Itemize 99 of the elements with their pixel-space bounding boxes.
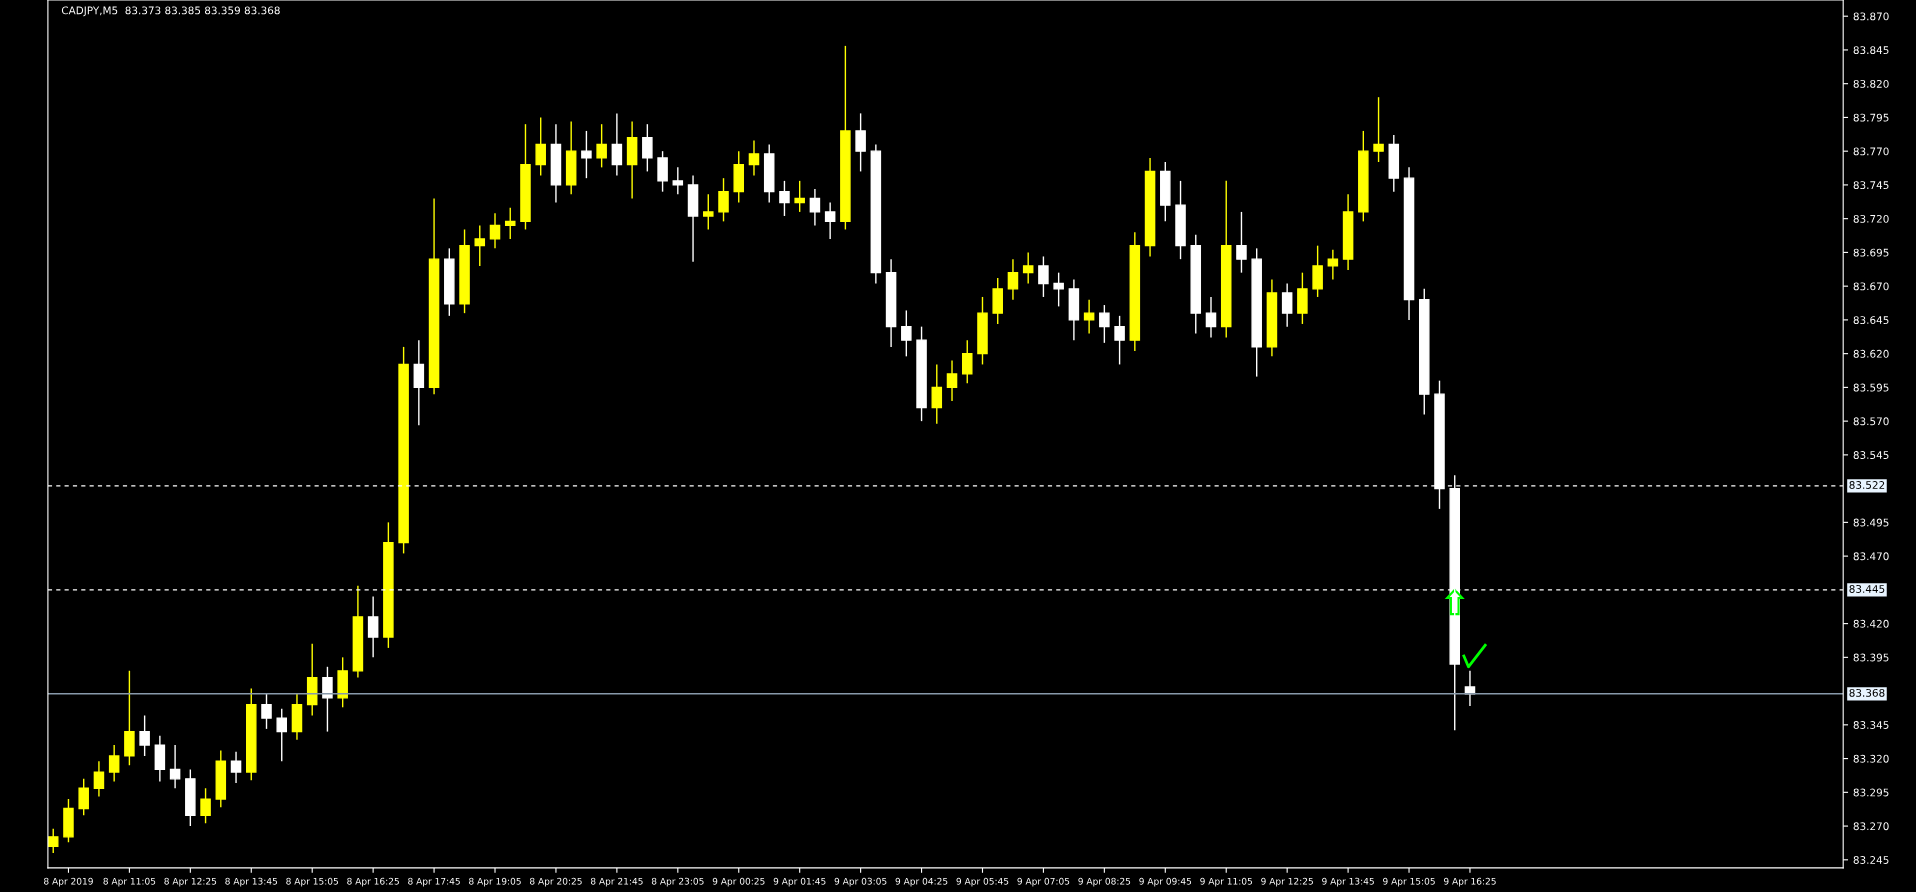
x-tick-label: 9 Apr 03:05 xyxy=(834,877,887,887)
x-tick-label: 8 Apr 16:25 xyxy=(347,877,399,887)
x-tick-label: 9 Apr 00:25 xyxy=(712,877,765,887)
x-tick-label: 9 Apr 12:25 xyxy=(1261,877,1313,887)
candlestick xyxy=(1099,304,1110,344)
candlestick xyxy=(520,123,531,231)
x-tick-label: 9 Apr 08:25 xyxy=(1078,877,1131,887)
candlestick xyxy=(63,798,74,843)
y-tick-label: 83.770 xyxy=(1853,147,1889,156)
x-tick-label: 9 Apr 04:25 xyxy=(895,877,948,887)
candlestick xyxy=(200,787,211,825)
candlestick xyxy=(1160,161,1171,223)
x-tick-label: 8 Apr 2019 xyxy=(44,877,93,887)
candlestick xyxy=(124,670,135,767)
y-tick-label: 83.495 xyxy=(1853,518,1889,527)
candlestick xyxy=(1236,211,1247,274)
y-tick-label: 83.245 xyxy=(1853,856,1889,864)
y-tick-label: 83.295 xyxy=(1853,788,1889,797)
y-tick-label: 83.470 xyxy=(1853,552,1889,561)
y-tick-label: 83.545 xyxy=(1853,451,1889,459)
y-tick-label: 83.670 xyxy=(1853,282,1889,291)
candlestick xyxy=(1053,271,1064,308)
y-tick-label: 83.345 xyxy=(1853,721,1889,729)
candlestick xyxy=(1190,234,1202,335)
y-tick-label: 83.395 xyxy=(1853,653,1889,662)
candlestick xyxy=(642,123,653,173)
y-tick-label: 83.645 xyxy=(1853,316,1889,325)
candlestick xyxy=(901,309,912,358)
candlestick xyxy=(504,207,516,240)
candlestick xyxy=(444,247,455,317)
candlestick xyxy=(1419,288,1430,416)
x-tick-label: 8 Apr 15:05 xyxy=(286,877,338,887)
candlestick xyxy=(1373,96,1384,163)
ref-line-label: 83.445 xyxy=(1849,585,1885,593)
y-tick-label: 83.845 xyxy=(1853,46,1889,55)
y-tick-label: 83.420 xyxy=(1853,619,1889,628)
candlestick xyxy=(718,177,729,223)
y-tick-label: 83.270 xyxy=(1853,822,1889,831)
x-tick-label: 8 Apr 12:25 xyxy=(164,877,217,887)
candlestick xyxy=(840,45,851,231)
candlestick xyxy=(596,123,607,169)
x-tick-label: 8 Apr 11:05 xyxy=(103,877,156,887)
candlestick xyxy=(794,180,805,213)
x-tick-label: 9 Apr 11:05 xyxy=(1200,877,1252,887)
y-tick-label: 83.620 xyxy=(1853,349,1889,358)
candlestick xyxy=(1175,180,1186,260)
candlestick xyxy=(1251,247,1262,378)
candlestick xyxy=(977,296,988,366)
candlestick xyxy=(322,666,333,733)
candlestick xyxy=(1358,130,1369,223)
candlestick xyxy=(276,707,288,762)
x-tick-label: 8 Apr 13:45 xyxy=(225,877,278,887)
candlestick xyxy=(398,346,409,555)
candlestick xyxy=(992,277,1003,325)
candlestick xyxy=(1114,315,1125,366)
x-tick-label: 9 Apr 15:05 xyxy=(1383,877,1435,887)
x-tick-label: 8 Apr 17:45 xyxy=(408,877,460,887)
candlestick xyxy=(337,656,348,708)
candlestick xyxy=(581,130,592,179)
candlestick xyxy=(1312,244,1323,298)
candlestick xyxy=(1038,255,1049,298)
candlestick xyxy=(657,150,668,193)
y-tick-label: 83.570 xyxy=(1853,417,1889,426)
y-tick-label: 83.820 xyxy=(1853,79,1889,88)
y-tick-label: 83.720 xyxy=(1853,214,1889,223)
x-tick-label: 9 Apr 01:45 xyxy=(773,877,826,887)
candlestick xyxy=(855,112,866,173)
candlestick xyxy=(261,693,272,730)
y-tick-label: 83.320 xyxy=(1853,754,1889,763)
candlestick xyxy=(916,325,927,422)
y-tick-label: 83.795 xyxy=(1853,113,1889,122)
x-tick-label: 8 Apr 21:45 xyxy=(590,877,643,887)
x-tick-label: 8 Apr 19:05 xyxy=(469,877,521,887)
x-tick-label: 9 Apr 09:45 xyxy=(1139,877,1192,887)
candlestick xyxy=(78,778,89,816)
candlestick xyxy=(246,687,257,781)
candlestick xyxy=(139,714,150,757)
candlestick xyxy=(703,193,714,231)
ref-line-label: 83.522 xyxy=(1849,481,1885,489)
text: CADJPY,M5 83.373 83.385 83.359 83.368 xyxy=(61,6,280,17)
x-tick-label: 9 Apr 07:05 xyxy=(1017,877,1070,887)
candlestick xyxy=(185,768,196,827)
y-tick-label: 83.595 xyxy=(1853,383,1889,392)
y-tick-label: 83.745 xyxy=(1853,181,1889,190)
candlestick xyxy=(1297,271,1308,325)
x-tick-label: 8 Apr 23:05 xyxy=(651,877,704,887)
candlestick xyxy=(535,116,546,177)
candlestick xyxy=(961,339,973,385)
candlestick xyxy=(779,180,790,217)
y-tick-label: 83.870 xyxy=(1853,12,1889,21)
x-tick-label: 8 Apr 20:25 xyxy=(530,877,582,887)
x-tick-label: 9 Apr 05:45 xyxy=(956,877,1009,887)
x-tick-label: 9 Apr 16:25 xyxy=(1443,877,1496,887)
candlestick xyxy=(733,150,745,204)
y-tick-label: 83.695 xyxy=(1853,248,1889,257)
x-tick-label: 9 Apr 13:45 xyxy=(1322,877,1374,887)
candlestick xyxy=(459,228,470,314)
ref-line-label: 83.368 xyxy=(1849,688,1885,697)
candlestick xyxy=(383,521,394,649)
